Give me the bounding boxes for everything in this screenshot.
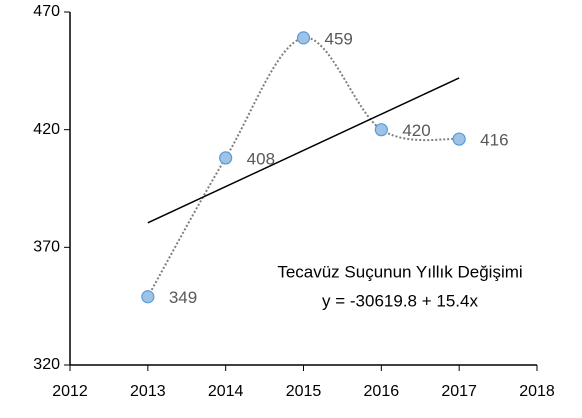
y-tick-label: 420 bbox=[33, 121, 60, 138]
smooth-line bbox=[146, 36, 460, 298]
marker bbox=[452, 132, 466, 146]
data-label: 420 bbox=[402, 121, 430, 140]
x-tick-label: 2012 bbox=[52, 383, 88, 400]
annotation: y = -30619.8 + 15.4x bbox=[322, 291, 478, 310]
data-label: 349 bbox=[169, 288, 197, 307]
trendline bbox=[147, 77, 460, 224]
data-label: 408 bbox=[247, 149, 275, 168]
x-tick-label: 2015 bbox=[286, 383, 322, 400]
marker bbox=[219, 151, 233, 165]
x-tick-label: 2013 bbox=[130, 383, 166, 400]
marker bbox=[374, 123, 388, 137]
x-tick-label: 2017 bbox=[441, 383, 477, 400]
marker bbox=[141, 290, 155, 304]
x-tick-label: 2014 bbox=[208, 383, 244, 400]
data-label: 416 bbox=[480, 131, 508, 150]
annotation: Tecavüz Suçunun Yıllık Değişimi bbox=[277, 262, 522, 281]
data-label: 459 bbox=[325, 29, 353, 48]
y-tick-label: 370 bbox=[33, 239, 60, 256]
x-tick-label: 2016 bbox=[364, 383, 400, 400]
marker bbox=[296, 31, 311, 45]
x-tick-label: 2018 bbox=[519, 383, 555, 400]
y-tick-label: 470 bbox=[33, 3, 60, 20]
y-tick-label: 320 bbox=[33, 356, 60, 373]
